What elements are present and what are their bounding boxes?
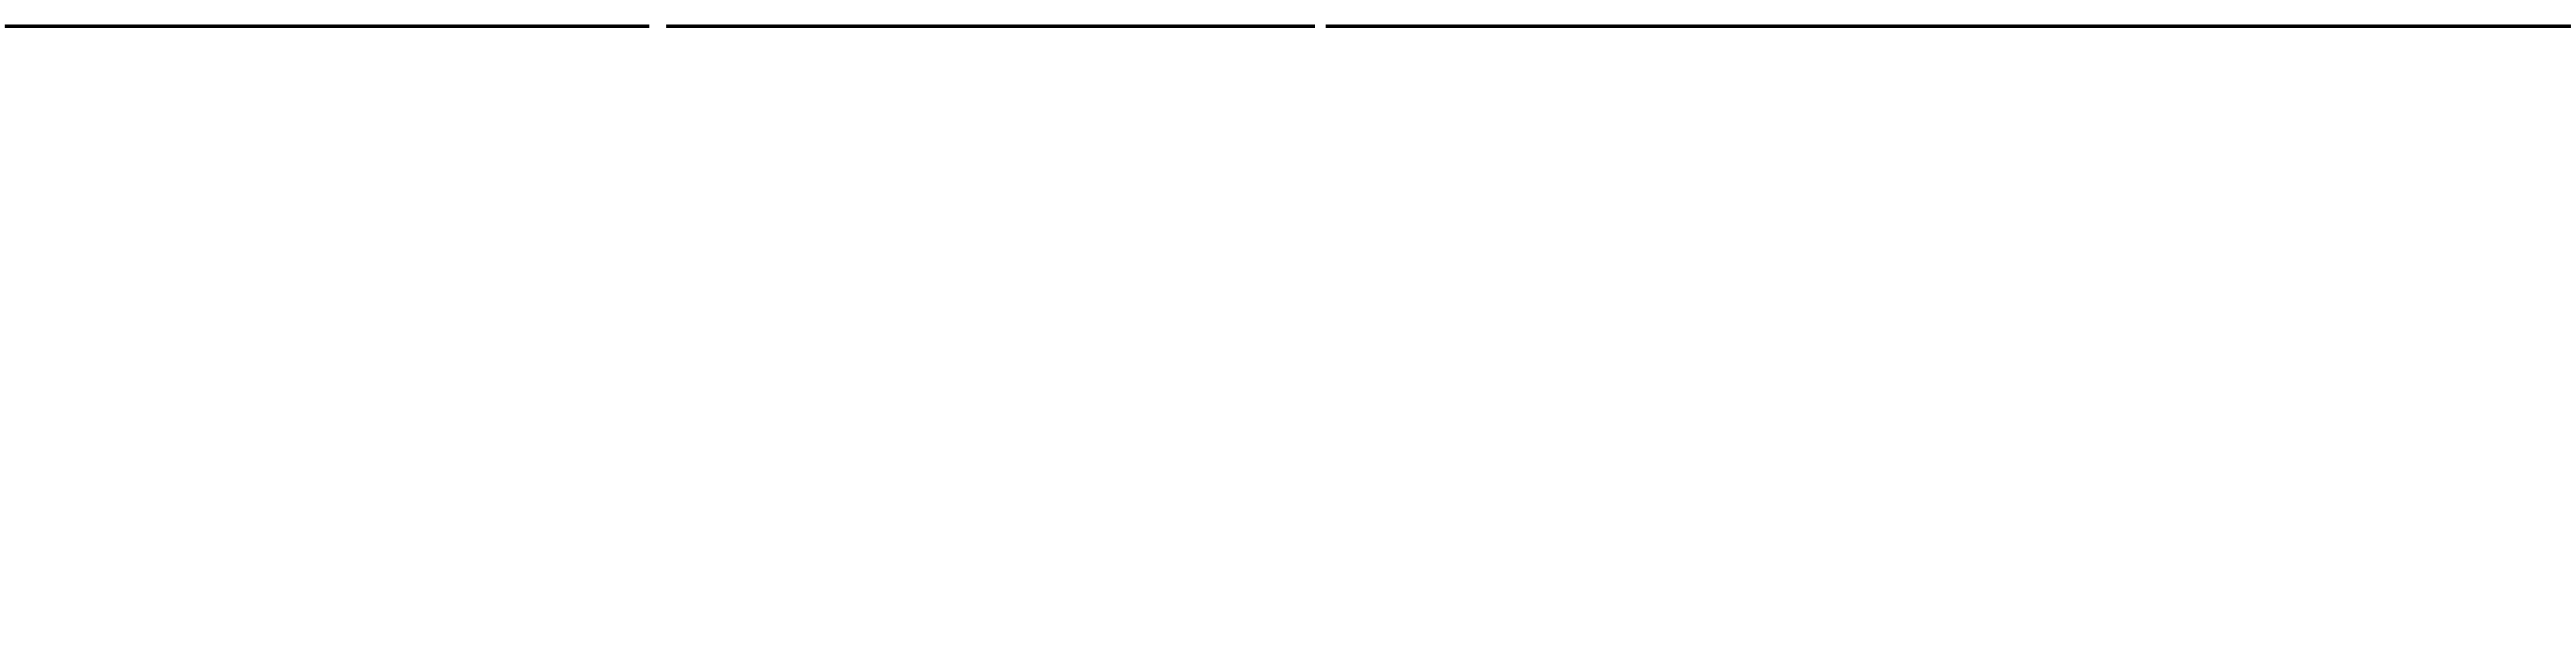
pca-panel-cp5: Variables (axes PC1 and PC2: 85.57 %)-1-… bbox=[1326, 24, 1954, 28]
pca-panel-cp2: Variables (axes PC1 and PC2: 89.89 %)-1-… bbox=[666, 24, 1315, 28]
pca-panel-control: Variables (axes PC1 and PC2: 86.17 %)-1-… bbox=[5, 24, 649, 28]
pca-panel-cp7: Variables (axes PC1 and PC2: 78.83 %)-1-… bbox=[1942, 24, 2571, 28]
